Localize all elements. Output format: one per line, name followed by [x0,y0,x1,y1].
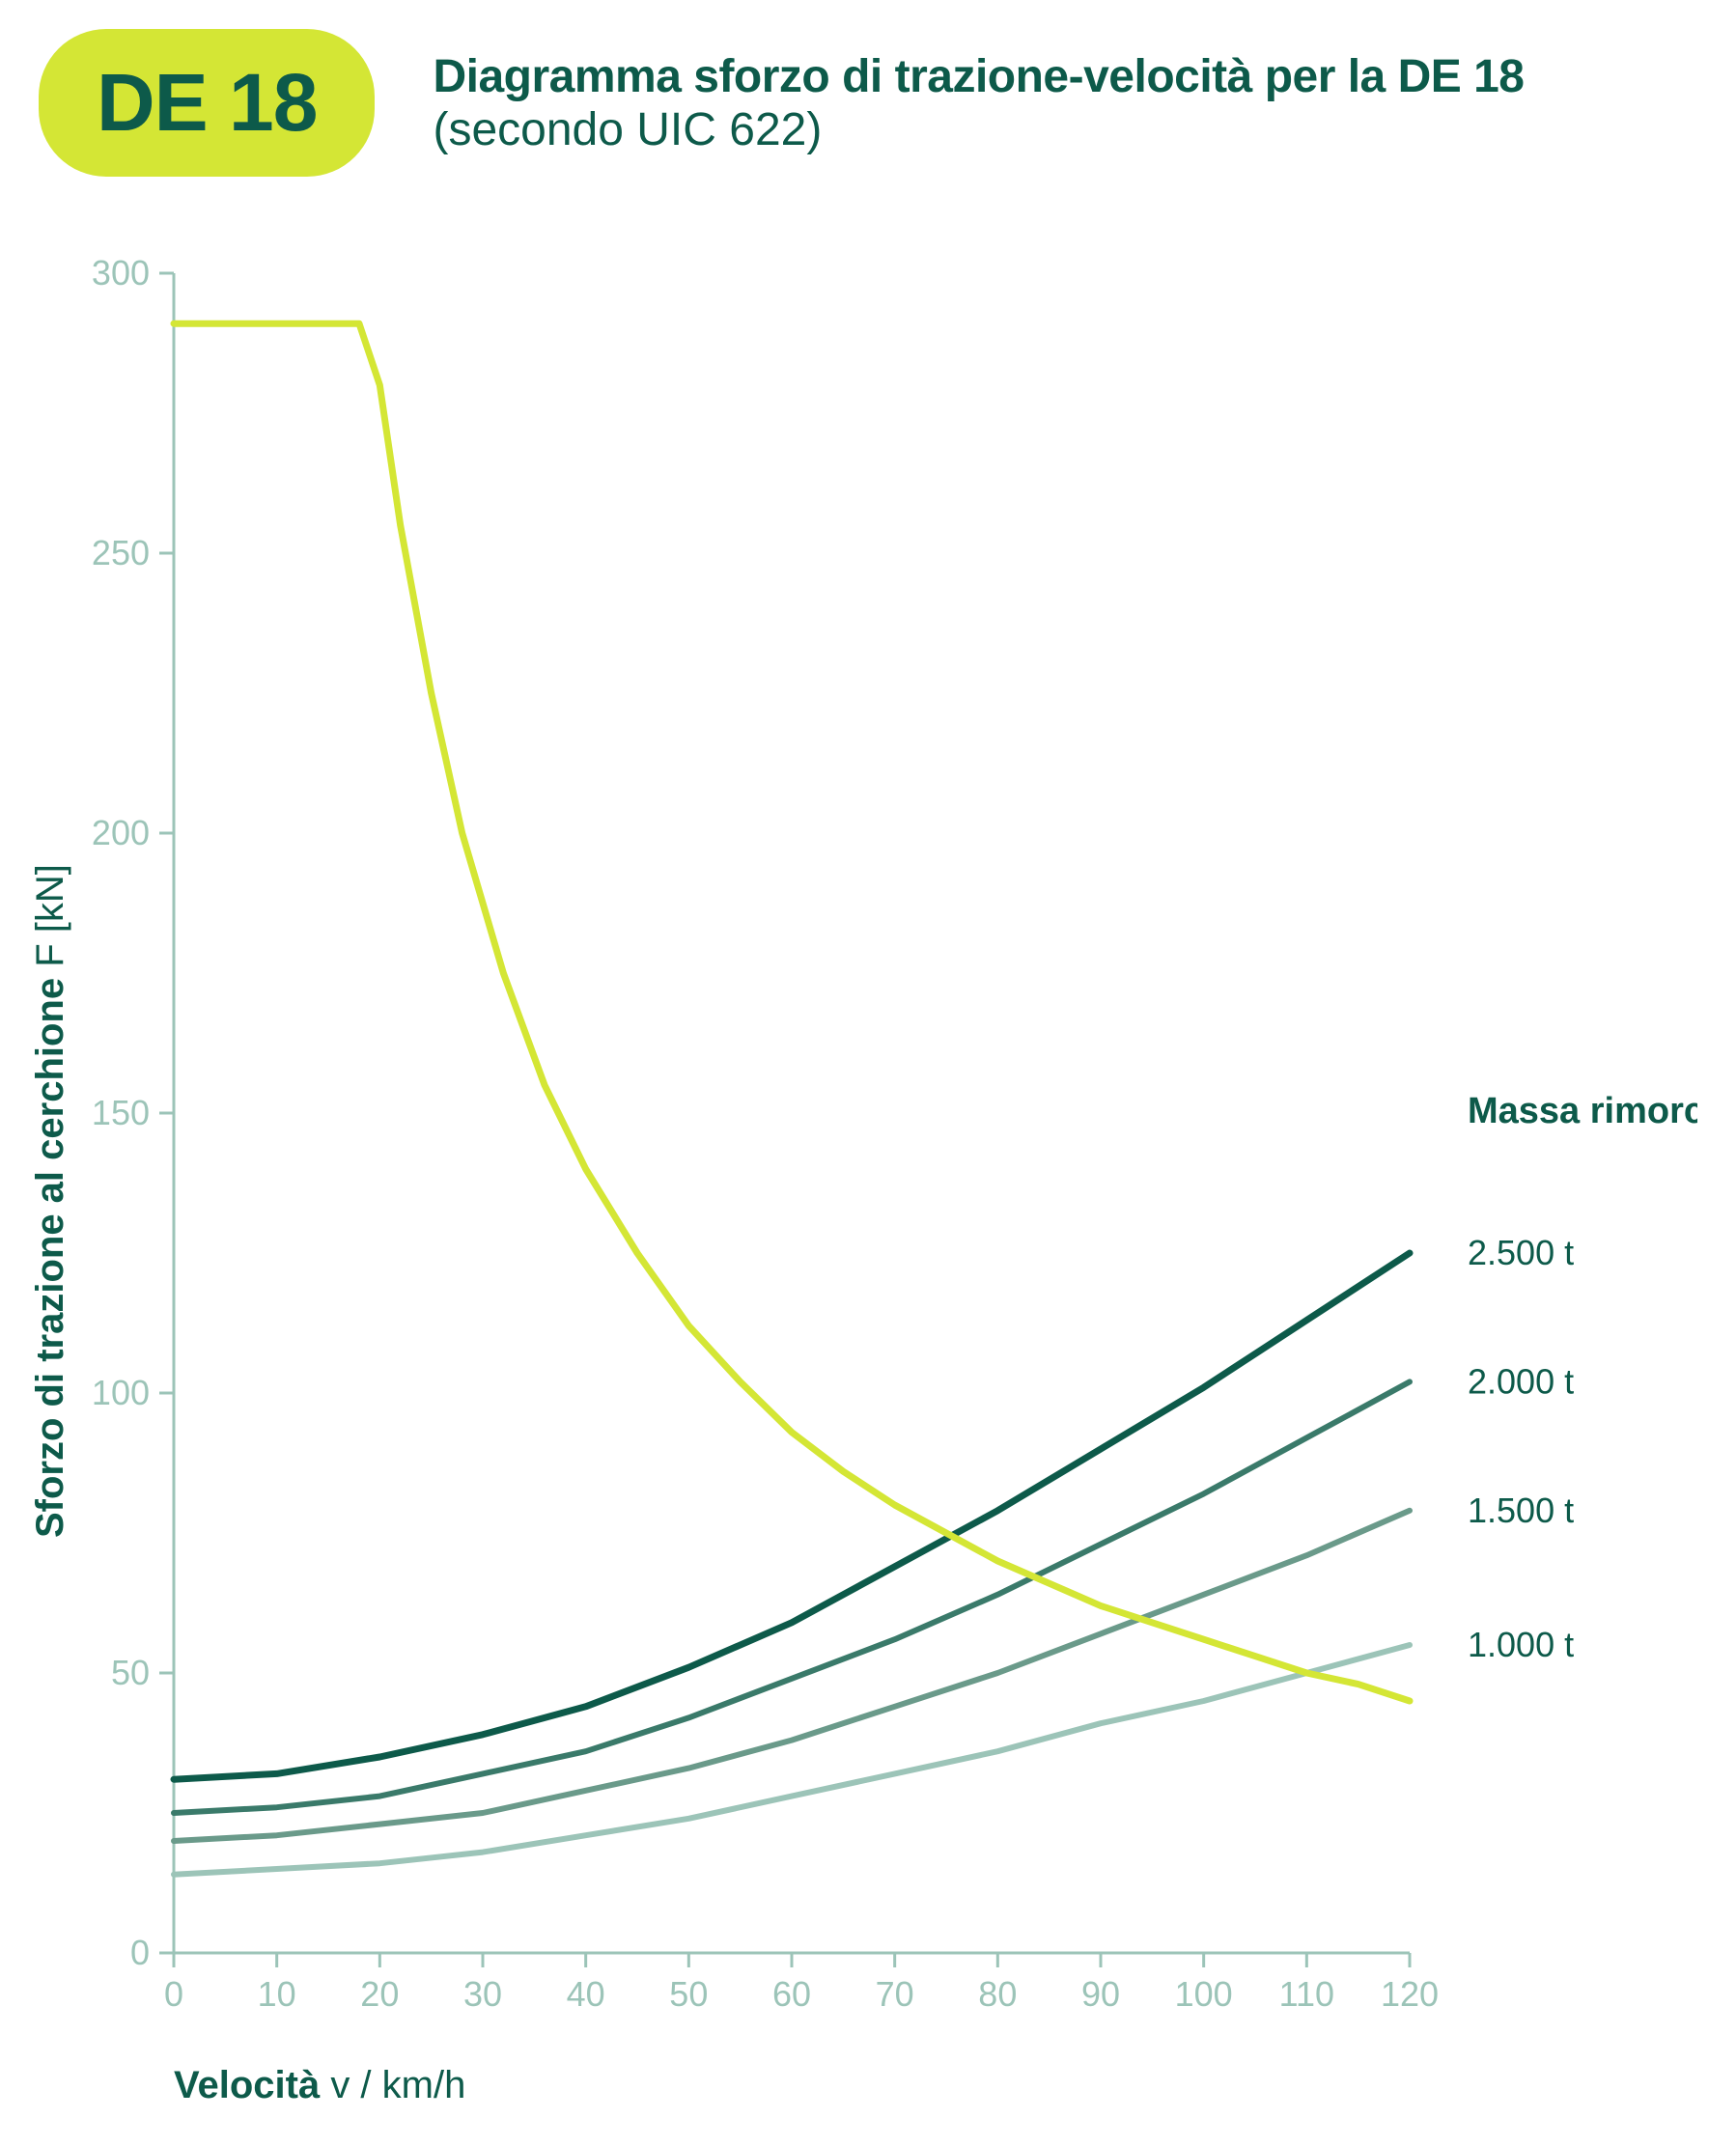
chart-subtitle: (secondo UIC 622) [433,103,1524,156]
series-label: 1.500 t [1468,1491,1574,1530]
x-tick-label: 110 [1279,1974,1334,2014]
x-tick-label: 10 [258,1974,296,2014]
title-block: Diagramma sforzo di trazione-velocità pe… [433,50,1524,156]
x-tick-label: 30 [463,1974,502,2014]
y-tick-label: 300 [92,254,150,293]
y-axis-label: Sforzo di trazione al cerchione F [kN] [29,864,72,1538]
x-tick-label: 90 [1081,1974,1120,2014]
resistance-curve [174,1381,1410,1813]
x-tick-label: 120 [1381,1974,1439,2014]
traction-curve [174,323,1410,1701]
y-tick-label: 50 [111,1653,150,1692]
chart-svg: 0 50 100 150 200 250 300 0 10 20 30 40 50 60 70 80 90 100… [39,254,1697,2049]
x-tick-label: 100 [1175,1974,1233,2014]
y-tick-label: 100 [92,1373,150,1412]
chart-title: Diagramma sforzo di trazione-velocità pe… [433,50,1524,103]
legend-title: Massa rimorchiata [1468,1091,1697,1131]
series-label: 1.000 t [1468,1625,1574,1664]
x-tick-label: 0 [164,1974,183,2014]
x-axis-label: Velocità v / km/h [174,2064,465,2107]
model-badge: DE 18 [39,29,375,177]
chart-container: Sforzo di trazione al cerchione F [kN] 0… [39,254,1697,2088]
x-tick-label: 80 [978,1974,1017,2014]
y-tick-label: 150 [92,1093,150,1132]
y-tick-label: 250 [92,533,150,572]
x-tick-label: 60 [772,1974,811,2014]
resistance-curve [174,1253,1410,1779]
y-label-text: Sforzo di trazione al cerchione [29,978,71,1538]
x-label-unit: v / km/h [320,2064,465,2106]
x-label-text: Velocità [174,2064,320,2106]
header: DE 18 Diagramma sforzo di trazione-veloc… [39,29,1697,177]
x-tick-label: 50 [669,1974,708,2014]
x-tick-label: 20 [360,1974,399,2014]
x-tick-label: 70 [876,1974,914,2014]
y-label-unit: F [kN] [29,864,71,978]
series-label: 2.500 t [1468,1233,1574,1272]
x-tick-label: 40 [567,1974,605,2014]
y-tick-label: 0 [130,1933,150,1972]
y-tick-label: 200 [92,813,150,852]
series-label: 2.000 t [1468,1361,1574,1401]
